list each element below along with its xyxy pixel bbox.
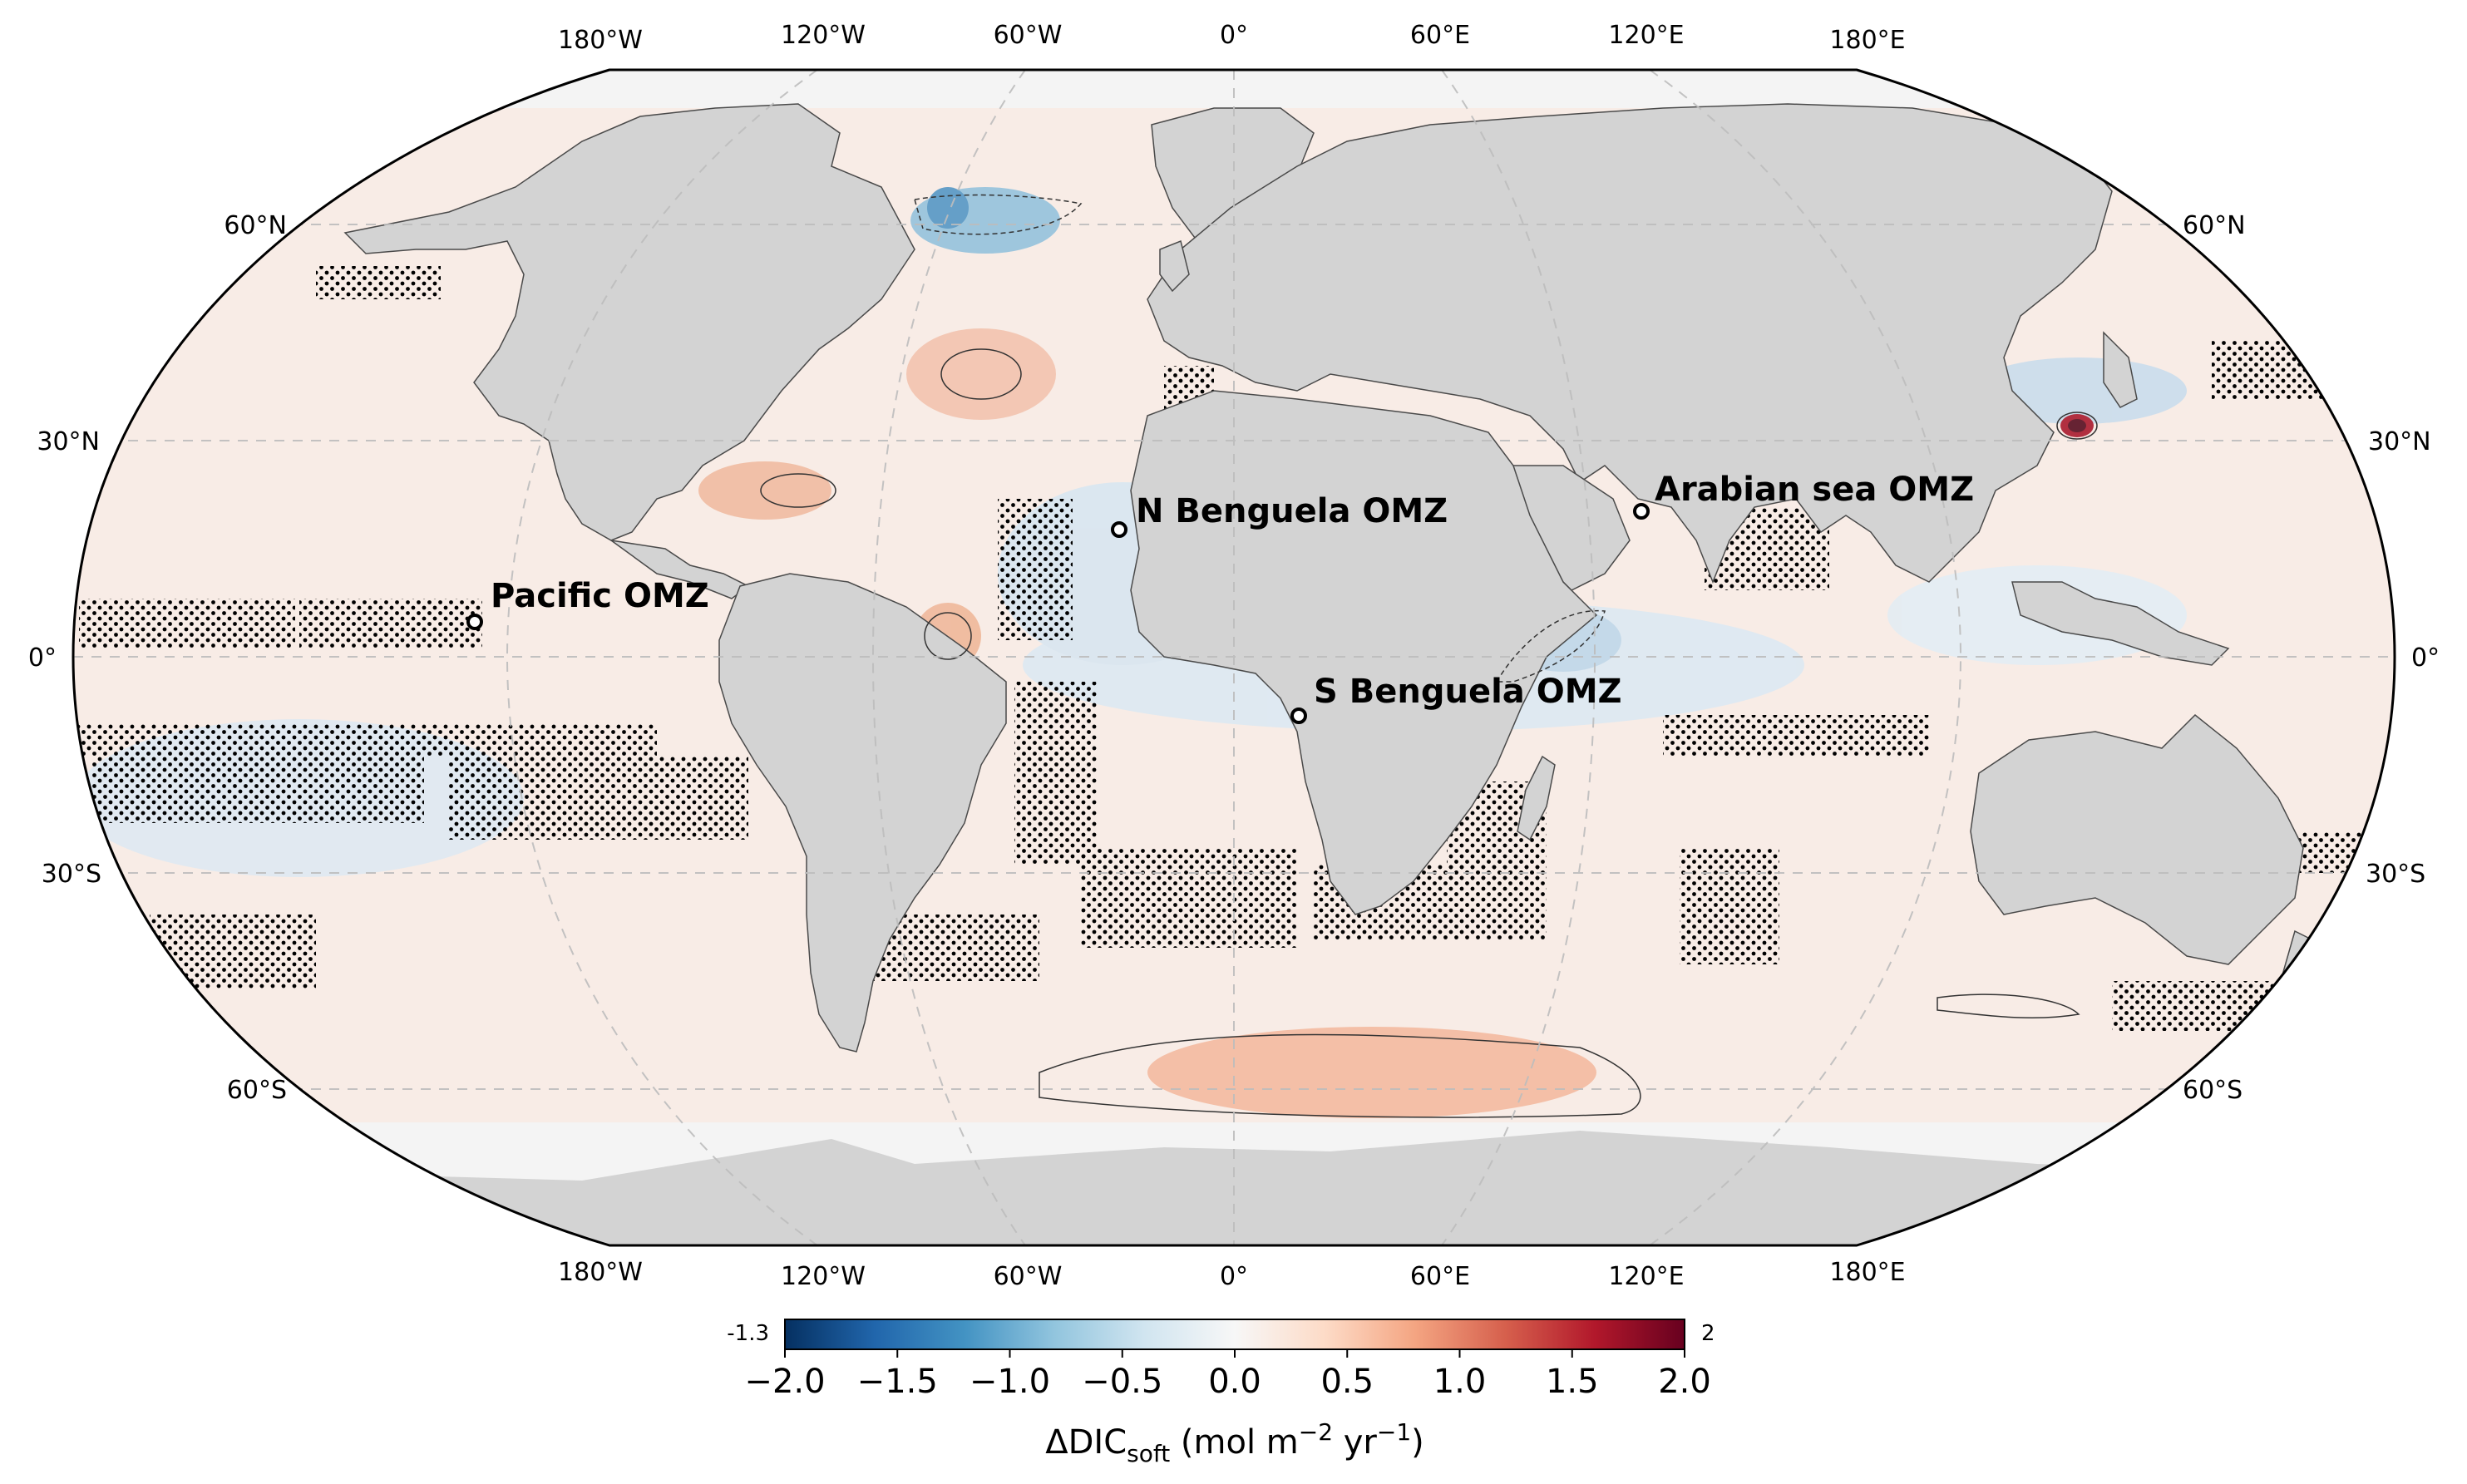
colorbar-tick-label: 2.0 — [1658, 1363, 1711, 1401]
colorbar-title: ΔDICsoft (mol m−2 yr−1) — [1045, 1418, 1424, 1467]
lon-labels-bottom: 180°W 120°W 60°W 0° 60°E 120°E 180°E — [558, 1258, 1906, 1291]
lon-label: 120°W — [781, 1262, 866, 1291]
lon-label: 180°W — [558, 1258, 643, 1287]
colorbar-min-label: -1.3 — [727, 1321, 769, 1346]
circle-marker-icon — [1633, 503, 1650, 520]
africa — [1130, 390, 1598, 915]
north-america — [343, 103, 915, 541]
lon-label: 60°E — [1410, 1262, 1470, 1291]
lat-label: 30°S — [2366, 860, 2425, 889]
colorbar-gradient — [784, 1319, 1685, 1350]
lon-labels-top: 180°W 120°W 60°W 0° 60°E 120°E 180°E — [558, 21, 1906, 55]
lon-label: 0° — [1220, 21, 1248, 50]
colorbar: -1.3 2 −2.0 −1.5 −1.0 −0.5 0.0 0.5 1.0 1.5 2.0 Δ… — [727, 1319, 1715, 1467]
madagascar — [1517, 755, 1556, 841]
lat-label: 60°S — [2183, 1076, 2243, 1105]
lon-label: 0° — [1220, 1262, 1248, 1291]
lat-label: 30°N — [2368, 427, 2431, 456]
site-label-s-benguela: S Benguela OMZ — [1314, 673, 1622, 711]
eurasia — [1147, 103, 2113, 584]
lon-label: 60°W — [994, 1262, 1063, 1291]
circle-marker-icon — [1111, 521, 1127, 538]
colorbar-tick-label: −0.5 — [1082, 1363, 1162, 1401]
colorbar-tick-label: 1.5 — [1546, 1363, 1599, 1401]
site-label-pacific: Pacific OMZ — [491, 577, 709, 615]
colorbar-tick-label: −2.0 — [744, 1363, 825, 1401]
lat-label: 60°N — [224, 211, 287, 240]
colorbar-tick-label: 0.0 — [1208, 1363, 1261, 1401]
lat-label: 0° — [2411, 643, 2440, 673]
colorbar-tick-label: 0.5 — [1320, 1363, 1374, 1401]
lon-label: 60°E — [1410, 21, 1470, 50]
lat-label: 60°N — [2183, 211, 2246, 240]
lon-label: 60°W — [994, 21, 1063, 50]
colorbar-ticks: −2.0 −1.5 −1.0 −0.5 0.0 0.5 1.0 1.5 2.0 — [744, 1349, 1711, 1401]
lat-label: 30°N — [37, 427, 100, 456]
circle-marker-icon — [1290, 707, 1307, 724]
map-frame — [72, 68, 2396, 1247]
lat-label: 0° — [28, 643, 57, 673]
lon-label: 180°E — [1829, 1258, 1905, 1287]
lon-label: 120°E — [1608, 1262, 1684, 1291]
contour-lines — [760, 194, 2098, 1118]
colorbar-max-label: 2 — [1701, 1321, 1715, 1346]
gridlines — [73, 70, 2395, 1245]
stippling-regions — [75, 266, 2395, 1031]
site-markers: N Benguela OMZ S Benguela OMZ Arabian se… — [466, 471, 1974, 724]
lat-labels-left: 60°N 30°N 0° 30°S 60°S — [28, 211, 287, 1105]
lat-label: 30°S — [42, 860, 101, 889]
south-america — [718, 573, 1007, 1053]
lat-labels-right: 60°N 30°N 0° 30°S 60°S — [2183, 211, 2440, 1105]
land-masses — [73, 103, 2395, 1245]
antarctica — [73, 1131, 2395, 1245]
japan — [2103, 331, 2138, 408]
colorbar-tick-label: −1.0 — [970, 1363, 1050, 1401]
lon-label: 120°W — [781, 21, 866, 50]
british-isles — [1159, 239, 1190, 293]
australia — [1970, 713, 2304, 965]
colorbar-tick-label: 1.0 — [1433, 1363, 1487, 1401]
lon-label: 180°W — [558, 26, 643, 55]
circle-marker-icon — [466, 614, 483, 630]
lat-label: 60°S — [227, 1076, 287, 1105]
site-label-n-benguela: N Benguela OMZ — [1136, 492, 1448, 530]
site-label-arabian-sea: Arabian sea OMZ — [1655, 471, 1974, 509]
lon-label: 180°E — [1829, 26, 1905, 55]
lon-label: 120°E — [1608, 21, 1684, 50]
colorbar-tick-label: −1.5 — [857, 1363, 938, 1401]
